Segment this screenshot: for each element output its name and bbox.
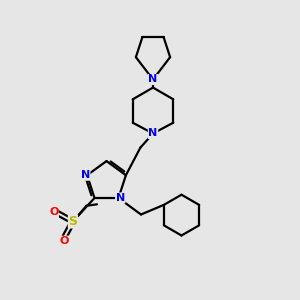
Text: N: N	[148, 128, 158, 139]
Text: N: N	[81, 170, 90, 180]
Text: N: N	[148, 74, 158, 85]
Text: O: O	[49, 207, 58, 218]
Text: O: O	[60, 236, 69, 246]
Text: N: N	[116, 193, 125, 203]
Text: S: S	[68, 215, 77, 228]
